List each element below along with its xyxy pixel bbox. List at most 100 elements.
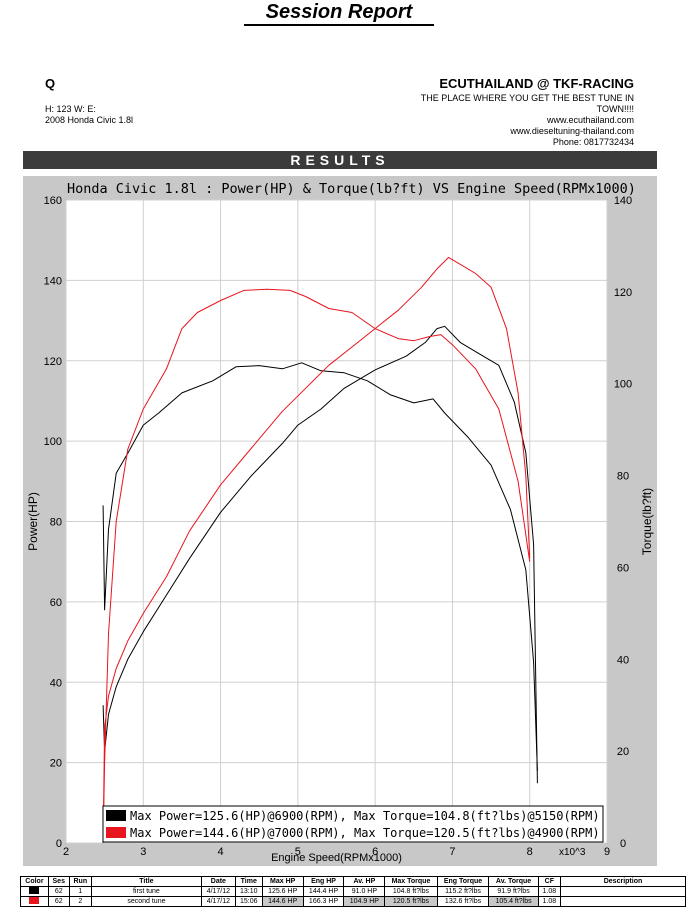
company-website-1: www.ecuthailand.com — [546, 115, 634, 125]
y-left-tick-label: 20 — [50, 758, 62, 770]
y-left-tick-label: 80 — [50, 517, 62, 529]
table-header-row: Color Ses Run Title Date Time Max HP Eng… — [20, 876, 686, 887]
company-block: ECUTHAILAND @ TKF-RACING THE PLACE WHERE… — [421, 76, 634, 148]
company-website-2: www.dieseltuning-thailand.com — [510, 126, 634, 136]
y-right-tick-label: 20 — [617, 746, 629, 758]
description-cell — [560, 886, 686, 897]
company-tagline-1: THE PLACE WHERE YOU GET THE BEST TUNE IN — [420, 93, 634, 103]
y-right-tick-label: 80 — [617, 471, 629, 483]
max-hp-cell: 144.6 HP — [261, 896, 304, 907]
header-eng-hp: Eng HP — [302, 876, 345, 887]
report-title: Session Report — [244, 0, 434, 26]
time-cell: 15:06 — [234, 896, 263, 907]
header-session: Ses — [47, 876, 70, 887]
eng-hp-cell: 166.3 HP — [302, 896, 345, 907]
session-cell: 62 — [47, 886, 70, 897]
y-left-tick-label: 160 — [44, 195, 62, 207]
header-time: Time — [234, 876, 263, 887]
y-right-tick-label: 60 — [617, 562, 629, 574]
x-axis-label: Engine Speed(RPMx1000) — [271, 852, 402, 864]
time-cell: 13:10 — [234, 886, 263, 897]
vehicle-name: 2008 Honda Civic 1.8l — [45, 115, 134, 125]
legend-box — [102, 805, 604, 843]
session-cell: 62 — [47, 896, 70, 907]
title-cell: second tune — [90, 896, 202, 907]
max-torque-cell: 104.8 ft?lbs — [384, 886, 438, 897]
company-tagline-2: TOWN!!!! — [596, 104, 634, 114]
y-left-tick-label: 60 — [50, 597, 62, 609]
legend-entry: Max Power=144.6(HP)@7000(RPM), Max Torqu… — [130, 826, 600, 840]
x-tick-label: 5 — [295, 846, 301, 858]
results-header-bar: RESULTS — [23, 151, 657, 169]
header-date: Date — [200, 876, 236, 887]
header-run: Run — [68, 876, 92, 887]
header-max-torque: Max Torque — [384, 876, 438, 887]
table-row: 62 1 first tune 4/17/12 13:10 125.6 HP 1… — [20, 886, 686, 897]
y-left-tick-label: 140 — [44, 275, 62, 287]
y-right-tick-label: 120 — [614, 287, 632, 299]
y-right-tick-label: 40 — [617, 654, 629, 666]
legend-swatch — [106, 827, 126, 838]
y-right-tick-label: 0 — [620, 838, 626, 850]
y-left-tick-label: 100 — [44, 436, 62, 448]
y-right-tick-label: 140 — [614, 195, 632, 207]
cf-cell: 1.08 — [537, 896, 562, 907]
customer-info: H: 123 W: E: — [45, 104, 96, 114]
series-line-run1-torque — [102, 325, 538, 784]
chart-title: Honda Civic 1.8l : Power(HP) & Torque(lb… — [67, 181, 636, 197]
company-phone: Phone: 0817732434 — [552, 137, 634, 147]
x-tick-label: 8 — [527, 846, 533, 858]
x-axis-multiplier: x10^3 — [559, 847, 586, 858]
max-torque-cell: 120.5 ft?lbs — [384, 896, 438, 907]
av-hp-cell: 91.0 HP — [343, 886, 386, 897]
series-line-run2-torque — [102, 256, 531, 844]
av-hp-cell: 104.9 HP — [343, 896, 386, 907]
header-description: Description — [560, 876, 686, 887]
av-torque-cell: 105.4 ft?lbs — [488, 896, 539, 907]
x-tick-label: 2 — [63, 846, 69, 858]
x-tick-label: 7 — [449, 846, 455, 858]
customer-name: Q — [45, 76, 56, 91]
header-av-torque: Av. Torque — [488, 876, 539, 887]
series-line-run1-power — [102, 362, 538, 771]
header-cf: CF — [537, 876, 562, 887]
header-av-hp: Av. HP — [343, 876, 386, 887]
results-table: Color Ses Run Title Date Time Max HP Eng… — [20, 876, 686, 907]
legend-entry: Max Power=125.6(HP)@6900(RPM), Max Torqu… — [130, 809, 600, 823]
date-cell: 4/17/12 — [200, 896, 236, 907]
color-swatch — [29, 887, 40, 895]
color-cell — [20, 886, 49, 897]
eng-hp-cell: 144.4 HP — [302, 886, 345, 897]
x-tick-label: 6 — [372, 846, 378, 858]
y-right-axis-label: Torque(lb?ft) — [640, 488, 654, 555]
color-cell — [20, 896, 49, 907]
header-max-hp: Max HP — [261, 876, 304, 887]
series-line-run2-power — [102, 288, 531, 844]
legend-swatch — [106, 810, 126, 821]
cf-cell: 1.08 — [537, 886, 562, 897]
description-cell — [560, 896, 686, 907]
company-name: ECUTHAILAND @ TKF-RACING — [439, 76, 634, 91]
dyno-chart: 2 3 4 5 6 7 8 902040608010012014016002040608010… — [23, 176, 657, 866]
x-tick-label: 3 — [140, 846, 146, 858]
eng-torque-cell: 115.2 ft?lbs — [436, 886, 490, 897]
title-cell: first tune — [90, 886, 202, 897]
header-eng-torque: Eng Torque — [436, 876, 490, 887]
date-cell: 4/17/12 — [200, 886, 236, 897]
table-row: 62 2 second tune 4/17/12 15:06 144.6 HP … — [20, 896, 686, 907]
header-title: Title — [90, 876, 202, 887]
color-swatch — [29, 897, 40, 905]
run-cell: 2 — [68, 896, 92, 907]
x-tick-label: 9 — [604, 846, 610, 858]
eng-torque-cell: 132.6 ft?lbs — [436, 896, 490, 907]
av-torque-cell: 91.9 ft?lbs — [488, 886, 539, 897]
x-tick-label: 4 — [218, 846, 224, 858]
header-color: Color — [20, 876, 49, 887]
y-left-tick-label: 120 — [44, 356, 62, 368]
max-hp-cell: 125.6 HP — [261, 886, 304, 897]
y-right-tick-label: 100 — [614, 379, 632, 391]
y-left-tick-label: 40 — [50, 677, 62, 689]
run-cell: 1 — [68, 886, 92, 897]
y-left-tick-label: 0 — [56, 838, 62, 850]
y-left-axis-label: Power(HP) — [26, 492, 40, 551]
